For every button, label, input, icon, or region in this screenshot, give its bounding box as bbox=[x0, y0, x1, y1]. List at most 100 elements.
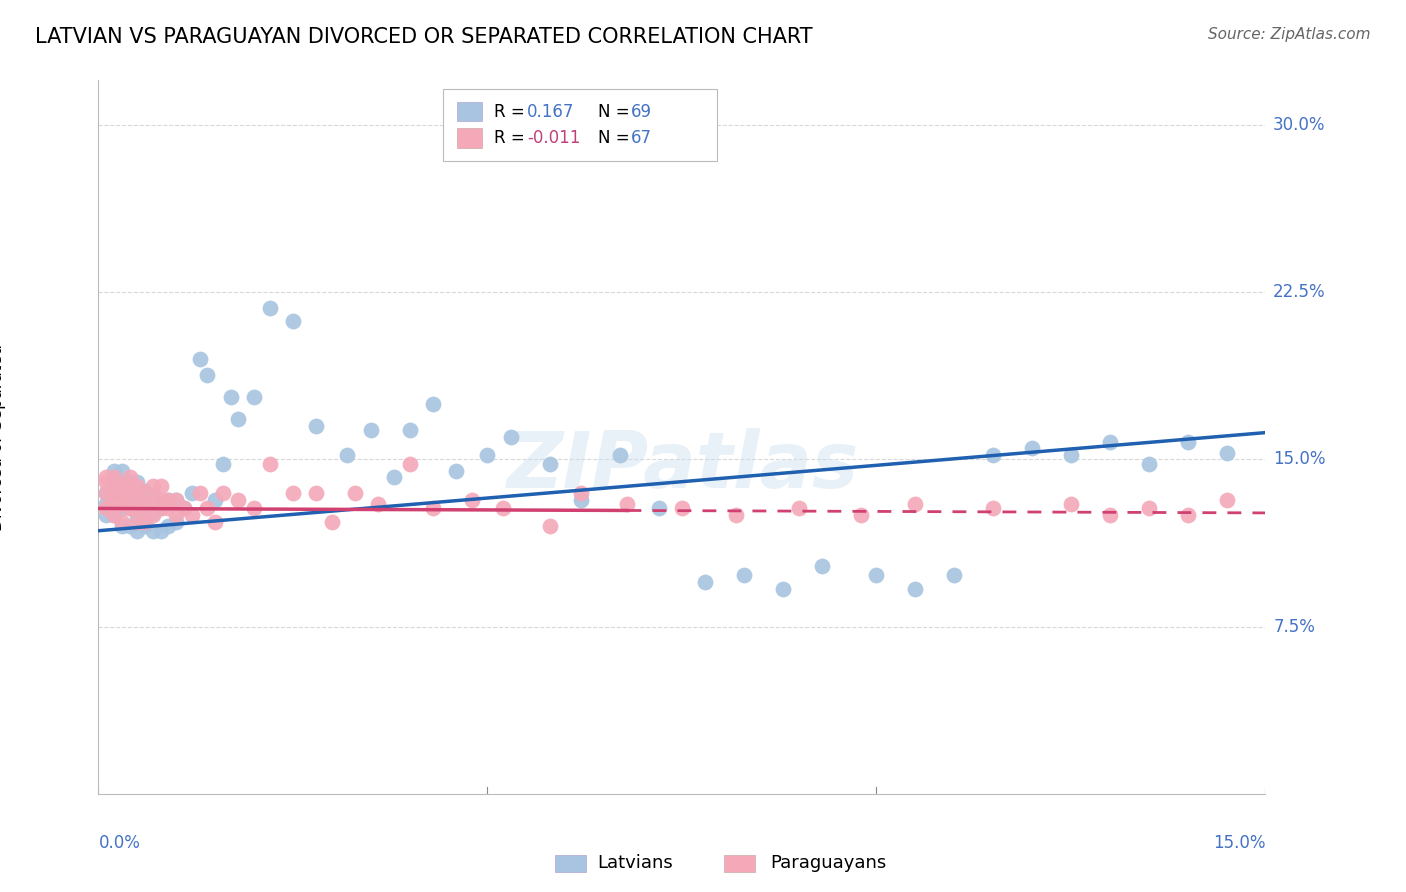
Point bbox=[849, 508, 872, 523]
Point bbox=[134, 515, 156, 529]
Point bbox=[904, 497, 927, 511]
Point bbox=[157, 492, 180, 507]
Point bbox=[96, 485, 118, 500]
Point bbox=[398, 424, 420, 438]
Point bbox=[695, 575, 717, 590]
Point bbox=[538, 457, 561, 471]
Point bbox=[1137, 457, 1160, 471]
Point bbox=[96, 475, 118, 489]
Point bbox=[180, 508, 202, 523]
Point bbox=[96, 470, 118, 484]
Point bbox=[1215, 446, 1237, 460]
Point bbox=[118, 479, 141, 493]
Point bbox=[165, 492, 187, 507]
Point bbox=[134, 483, 156, 498]
Point bbox=[149, 501, 172, 516]
Text: R =: R = bbox=[494, 129, 530, 147]
Point bbox=[142, 506, 165, 520]
Text: Divorced or Separated: Divorced or Separated bbox=[0, 343, 6, 531]
Point bbox=[118, 519, 141, 533]
Point bbox=[165, 492, 187, 507]
Point bbox=[204, 515, 226, 529]
Point bbox=[981, 501, 1004, 516]
Point bbox=[671, 501, 693, 516]
Point bbox=[1137, 501, 1160, 516]
Point bbox=[157, 501, 180, 516]
Point bbox=[173, 501, 195, 516]
Point bbox=[305, 418, 328, 433]
Point bbox=[103, 470, 125, 484]
Point bbox=[127, 479, 149, 493]
Point bbox=[127, 501, 149, 516]
Point bbox=[134, 501, 156, 516]
Point bbox=[228, 412, 250, 426]
Point bbox=[259, 457, 281, 471]
Text: 30.0%: 30.0% bbox=[1274, 116, 1326, 134]
Point bbox=[103, 485, 125, 500]
Point bbox=[204, 492, 226, 507]
Point bbox=[103, 464, 125, 478]
Point bbox=[398, 457, 420, 471]
Point bbox=[422, 501, 444, 516]
Point bbox=[142, 524, 165, 538]
Point bbox=[219, 390, 242, 404]
Point bbox=[118, 497, 141, 511]
Point bbox=[772, 582, 794, 596]
Point bbox=[118, 470, 141, 484]
Point bbox=[111, 475, 134, 489]
Point bbox=[134, 519, 156, 533]
Point bbox=[134, 501, 156, 516]
Point bbox=[111, 485, 134, 500]
Point bbox=[281, 314, 304, 328]
Point bbox=[446, 464, 468, 478]
Point bbox=[149, 479, 172, 493]
Point bbox=[647, 501, 669, 516]
Point bbox=[336, 448, 359, 462]
Point bbox=[96, 497, 118, 511]
Text: 0.167: 0.167 bbox=[527, 103, 575, 120]
Point bbox=[321, 515, 343, 529]
Text: R =: R = bbox=[494, 103, 530, 120]
Text: Paraguayans: Paraguayans bbox=[770, 855, 887, 872]
Text: N =: N = bbox=[598, 103, 634, 120]
Point bbox=[382, 470, 405, 484]
Point bbox=[360, 424, 382, 438]
Point bbox=[127, 490, 149, 504]
Point bbox=[569, 485, 592, 500]
Point bbox=[725, 508, 748, 523]
Point bbox=[157, 492, 180, 507]
Point bbox=[157, 519, 180, 533]
Point bbox=[173, 501, 195, 516]
Point bbox=[188, 351, 211, 366]
Point bbox=[616, 497, 638, 511]
Point bbox=[127, 492, 149, 507]
Point bbox=[865, 568, 887, 582]
Point bbox=[904, 582, 927, 596]
Point bbox=[96, 508, 118, 523]
Point bbox=[1098, 434, 1121, 449]
Point bbox=[188, 485, 211, 500]
Text: -0.011: -0.011 bbox=[527, 129, 581, 147]
Point bbox=[142, 479, 165, 493]
Point bbox=[111, 497, 134, 511]
Point bbox=[1177, 508, 1199, 523]
Point bbox=[461, 492, 484, 507]
Text: 7.5%: 7.5% bbox=[1274, 617, 1315, 636]
Point bbox=[111, 515, 134, 529]
Point bbox=[118, 485, 141, 500]
Point bbox=[195, 368, 218, 382]
Text: N =: N = bbox=[598, 129, 634, 147]
Point bbox=[1098, 508, 1121, 523]
Point bbox=[492, 501, 515, 516]
Text: ZIPatlas: ZIPatlas bbox=[506, 427, 858, 504]
Text: Source: ZipAtlas.com: Source: ZipAtlas.com bbox=[1208, 27, 1371, 42]
Point bbox=[103, 479, 125, 493]
Point bbox=[165, 515, 187, 529]
Point bbox=[142, 492, 165, 507]
Text: 69: 69 bbox=[631, 103, 652, 120]
Point bbox=[127, 475, 149, 489]
Point bbox=[1021, 442, 1043, 455]
Point bbox=[111, 464, 134, 478]
Text: Latvians: Latvians bbox=[598, 855, 673, 872]
Point bbox=[118, 475, 141, 489]
